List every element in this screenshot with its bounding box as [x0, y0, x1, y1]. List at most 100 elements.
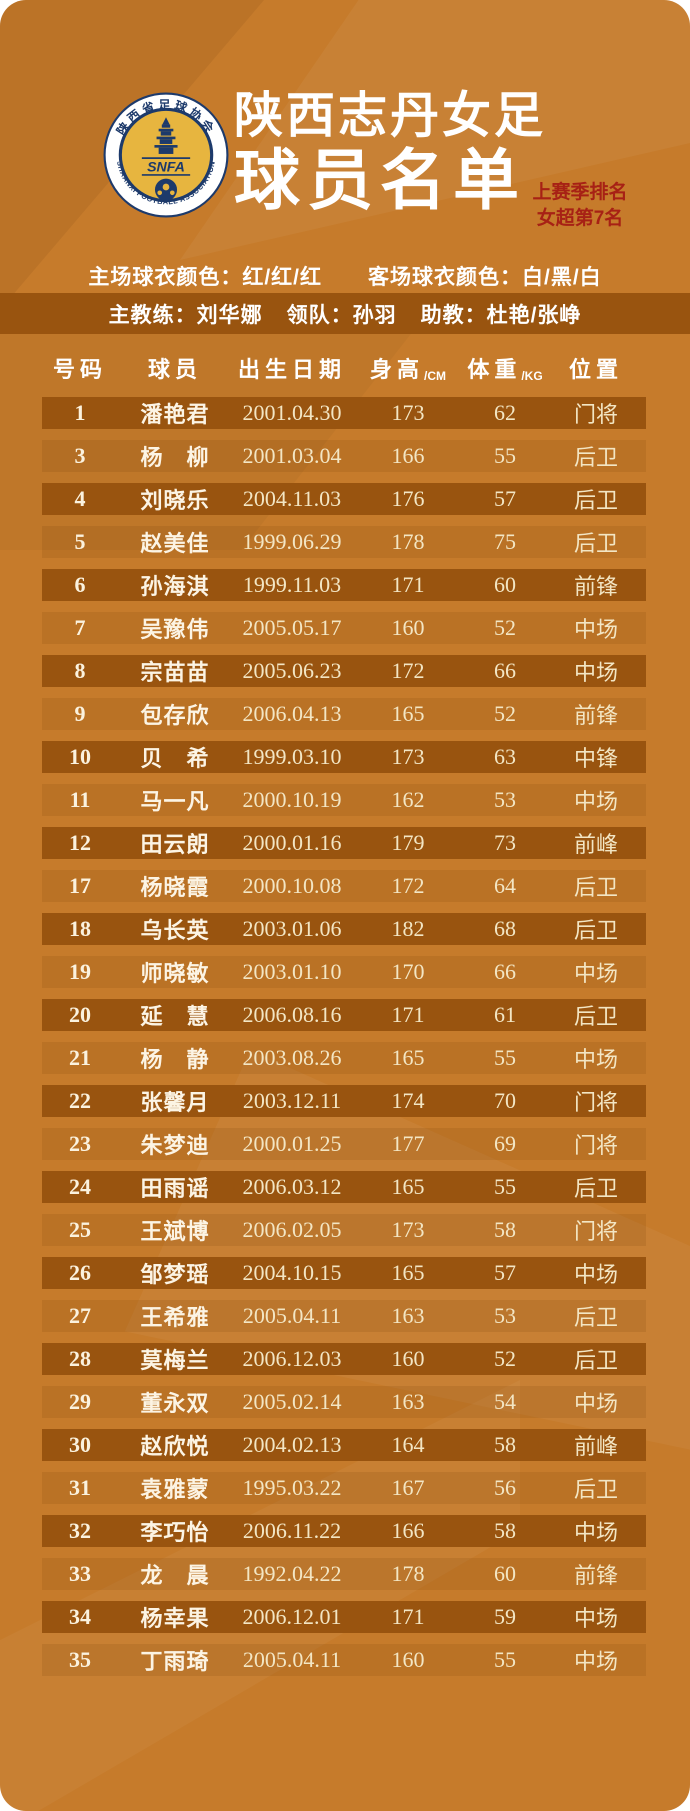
player-height: 178: [391, 529, 425, 554]
player-weight: 62: [494, 400, 516, 425]
weight-unit: /KG: [521, 369, 543, 383]
table-row: 34 杨幸果 2006.12.01 171 59 中场: [42, 1601, 646, 1633]
football-association-badge-icon: SNFA 陕西省足球协会 SHAANXI FOOTBALL ASSOCIATIO…: [103, 92, 229, 218]
player-number: 32: [69, 1518, 91, 1543]
player-height: 166: [391, 443, 425, 468]
player-position: 前锋: [573, 1563, 618, 1588]
table-row: 10 贝 希 1999.03.10 173 63 中锋: [42, 741, 646, 773]
player-name: 赵美佳: [140, 531, 210, 556]
player-number: 29: [69, 1389, 91, 1414]
player-weight: 64: [494, 873, 516, 898]
column-header-position: 位置: [568, 357, 623, 382]
player-weight: 68: [494, 916, 516, 941]
table-row: 26 邹梦瑶 2004.10.15 165 57 中场: [42, 1257, 646, 1289]
head-coach: 主教练：刘华娜: [108, 303, 263, 327]
player-weight: 52: [494, 1346, 516, 1371]
player-name: 李巧怡: [140, 1520, 210, 1545]
table-row: 9 包存欣 2006.04.13 165 52 前锋: [42, 698, 646, 730]
player-height: 173: [391, 1217, 425, 1242]
player-position: 后卫: [573, 1176, 618, 1201]
player-position: 门将: [573, 1090, 618, 1115]
player-number: 27: [69, 1303, 91, 1328]
column-header-number: 号码: [52, 357, 107, 382]
column-header-player: 球员: [147, 357, 202, 382]
player-height: 171: [391, 1002, 425, 1027]
table-row: 7 吴豫伟 2005.05.17 160 52 中场: [42, 612, 646, 644]
team-name-title: 陕西志丹女足: [234, 89, 547, 143]
player-name: 杨 静: [140, 1047, 210, 1072]
player-number: 19: [69, 959, 91, 984]
player-weight: 57: [494, 486, 516, 511]
player-name: 田云朗: [140, 832, 210, 857]
player-height: 173: [391, 744, 425, 769]
player-weight: 57: [494, 1260, 516, 1285]
player-number: 17: [69, 873, 91, 898]
table-row: 6 孙海淇 1999.11.03 171 60 前锋: [42, 569, 646, 601]
table-row: 32 李巧怡 2006.11.22 166 58 中场: [42, 1515, 646, 1547]
player-weight: 58: [494, 1432, 516, 1457]
player-position: 中场: [573, 1262, 618, 1287]
player-birthdate: 2005.04.11: [242, 1303, 342, 1328]
player-position: 中场: [573, 1649, 618, 1674]
player-number: 12: [69, 830, 91, 855]
player-birthdate: 2003.08.26: [242, 1045, 342, 1070]
roster-table: 号码 球员 出生日期 身高/CM 体重/KG 位置 1 潘艳君 2001.04.…: [42, 350, 646, 1687]
table-row: 23 朱梦迪 2000.01.25 177 69 门将: [42, 1128, 646, 1160]
player-name: 刘晓乐: [140, 488, 210, 513]
table-row: 22 张馨月 2003.12.11 174 70 门将: [42, 1085, 646, 1117]
player-name: 田雨谣: [140, 1176, 210, 1201]
player-height: 172: [391, 873, 425, 898]
player-name: 潘艳君: [140, 402, 210, 427]
player-number: 21: [69, 1045, 91, 1070]
kit-colors-line: 主场球衣颜色：红/红/红 客场球衣颜色：白/黑/白: [0, 261, 690, 291]
player-height: 177: [391, 1131, 425, 1156]
player-name: 朱梦迪: [140, 1133, 210, 1158]
player-number: 8: [74, 658, 86, 683]
player-number: 33: [69, 1561, 91, 1586]
player-birthdate: 2006.08.16: [242, 1002, 342, 1027]
player-birthdate: 2006.04.13: [242, 701, 342, 726]
roster-title: 球员名单: [234, 142, 526, 217]
table-row: 4 刘晓乐 2004.11.03 176 57 后卫: [42, 483, 646, 515]
player-birthdate: 2000.01.25: [242, 1131, 342, 1156]
player-number: 9: [74, 701, 86, 726]
player-height: 160: [391, 615, 425, 640]
table-row: 19 师晓敏 2003.01.10 170 66 中场: [42, 956, 646, 988]
player-name: 宗苗苗: [140, 660, 210, 685]
table-row: 33 龙 晨 1992.04.22 178 60 前锋: [42, 1558, 646, 1590]
assistant-coach: 助教：杜艳/张峥: [420, 303, 582, 327]
table-row: 3 杨 柳 2001.03.04 166 55 后卫: [42, 440, 646, 472]
player-birthdate: 2006.03.12: [242, 1174, 342, 1199]
player-number: 20: [69, 1002, 91, 1027]
player-height: 165: [391, 1045, 425, 1070]
player-name: 吴豫伟: [140, 617, 210, 642]
player-number: 34: [69, 1604, 91, 1629]
table-row: 1 潘艳君 2001.04.30 173 62 门将: [42, 397, 646, 429]
player-weight: 55: [494, 443, 516, 468]
column-header-dob: 出生日期: [237, 357, 346, 382]
player-birthdate: 2004.02.13: [242, 1432, 342, 1457]
player-birthdate: 2006.12.03: [242, 1346, 342, 1371]
player-number: 31: [69, 1475, 91, 1500]
player-name: 赵欣悦: [140, 1434, 210, 1459]
player-height: 160: [391, 1346, 425, 1371]
table-row: 25 王斌博 2006.02.05 173 58 门将: [42, 1214, 646, 1246]
player-name: 袁雅蒙: [140, 1477, 210, 1502]
player-weight: 52: [494, 701, 516, 726]
player-weight: 75: [494, 529, 516, 554]
player-position: 前峰: [573, 1434, 618, 1459]
player-weight: 69: [494, 1131, 516, 1156]
table-row: 30 赵欣悦 2004.02.13 164 58 前峰: [42, 1429, 646, 1461]
player-name: 乌长英: [140, 918, 210, 943]
table-row: 28 莫梅兰 2006.12.03 160 52 后卫: [42, 1343, 646, 1375]
player-position: 中场: [573, 1391, 618, 1416]
player-birthdate: 2005.02.14: [242, 1389, 342, 1414]
rank-line-2: 女超第7名: [536, 207, 624, 229]
player-birthdate: 1992.04.22: [242, 1561, 342, 1586]
player-position: 门将: [573, 1133, 618, 1158]
player-name: 包存欣: [140, 703, 210, 728]
player-position: 前峰: [573, 832, 618, 857]
player-position: 后卫: [573, 918, 618, 943]
player-number: 23: [69, 1131, 91, 1156]
player-weight: 61: [494, 1002, 516, 1027]
